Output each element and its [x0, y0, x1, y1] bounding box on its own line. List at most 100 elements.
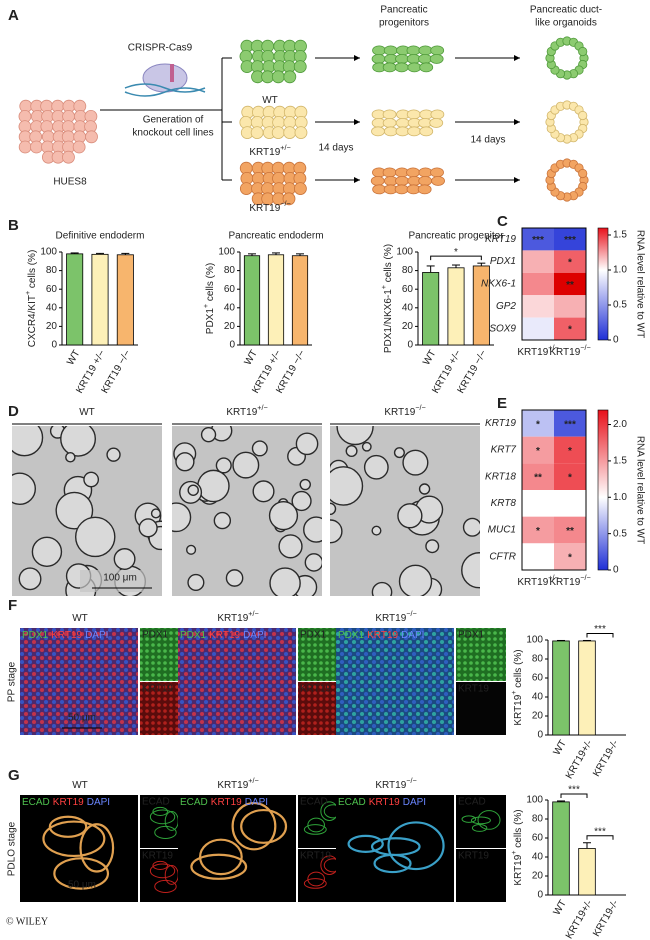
copyright: © WILEY [6, 916, 48, 927]
heat-cell [554, 410, 586, 437]
merge-label-part: DAPI [403, 797, 426, 808]
organoid-lumen [550, 41, 584, 75]
genotype-label-part: WT [262, 95, 278, 106]
bar [578, 640, 596, 736]
cell [283, 126, 297, 140]
channel1-label: PDX1 [458, 630, 485, 641]
merge-label-part: DAPI [85, 630, 108, 641]
image-title: WT [72, 780, 88, 791]
organoid-outline [231, 801, 277, 851]
image-title-part: WT [79, 407, 95, 418]
x-tick-label: KRT19-/- [591, 898, 621, 938]
heat-cell [522, 295, 554, 318]
channel2-label: KRT19 [300, 684, 331, 695]
guide-icon [170, 64, 174, 82]
y-tick-label: 80 [532, 654, 544, 665]
channel2-label: KRT19 [300, 851, 331, 862]
organoid [106, 447, 121, 462]
colorbar-tick-label: 0.5 [613, 300, 627, 311]
row-label: NKX6-1 [481, 279, 516, 290]
days-label: 14 days [318, 143, 353, 154]
y-axis-label: KRT19+ cells (%) [509, 649, 524, 725]
genotype-label: KRT19+/− [249, 143, 290, 158]
column-label-part: +/− [548, 343, 558, 352]
organoid [303, 516, 322, 543]
organoid-outline [154, 879, 177, 894]
organoid [304, 553, 322, 572]
y-tick-label: 100 [526, 795, 543, 806]
y-axis-label-part: CXCR4/KIT [27, 295, 38, 347]
cell [261, 70, 274, 84]
significance-bracket [560, 793, 588, 798]
organoid [12, 472, 37, 505]
panel-label: A [8, 7, 19, 24]
organoid-outline [154, 825, 177, 840]
organoid [252, 480, 275, 503]
cell [406, 45, 421, 56]
y-axis-label-part: + [23, 291, 32, 295]
cell [250, 126, 264, 140]
cell [271, 70, 285, 84]
organoid-outline [461, 815, 477, 823]
genotype-label: KRT19−/− [249, 199, 290, 214]
cell [407, 62, 422, 73]
image-title: KRT19−/− [375, 609, 416, 624]
organoid-lumen [550, 105, 584, 139]
cell-annotation: * [568, 473, 572, 484]
heat-cell [522, 490, 554, 517]
bar [552, 640, 570, 736]
organoid [361, 441, 372, 452]
y-axis-label-part: KRT19 [513, 694, 524, 725]
cell-annotation: ** [534, 473, 542, 484]
image-title-part: KRT19 [217, 613, 248, 624]
organoid [393, 447, 405, 459]
channel1-label: PDX1 [300, 630, 327, 641]
y-tick-label: 20 [532, 871, 544, 882]
cell [383, 126, 398, 137]
y-tick-label: 60 [532, 833, 544, 844]
column-label-part: KRT19 [517, 577, 548, 588]
cell [395, 126, 410, 137]
y-tick-label: 0 [537, 890, 543, 901]
organoid-outline [477, 810, 501, 830]
cell [431, 175, 445, 186]
cell-annotation: * [568, 257, 572, 268]
cell [418, 175, 433, 186]
y-tick-label: 60 [402, 284, 414, 295]
cell [395, 53, 409, 64]
x-tick-label: WT [243, 348, 260, 367]
panel-label: F [8, 597, 17, 614]
cell-annotation: *** [532, 235, 544, 246]
origin-label: HUES8 [53, 177, 87, 188]
genotype-label-part: −/− [280, 199, 290, 208]
organoid [398, 564, 433, 596]
cell [430, 167, 444, 178]
dna-icon [124, 83, 206, 97]
cell [430, 45, 445, 56]
colorbar-tick-label: 1.0 [613, 265, 627, 276]
generation-label: Generation of [143, 115, 204, 126]
image-title-part: −/− [406, 776, 416, 785]
bar [447, 267, 465, 346]
organoid [330, 502, 337, 516]
organoid-outline [240, 808, 288, 844]
image-title-part: KRT19 [375, 780, 406, 791]
image-title-part: KRT19 [375, 613, 406, 624]
cell [394, 62, 409, 73]
cell [419, 126, 434, 137]
organoid [295, 432, 319, 456]
organoid [330, 519, 343, 544]
y-tick-label: 20 [532, 711, 544, 722]
organoid [299, 478, 311, 491]
organoid [232, 451, 260, 479]
image-title-part: KRT19 [226, 407, 257, 418]
y-tick-label: 40 [402, 302, 414, 313]
organoid [371, 525, 382, 536]
row-label: GP2 [496, 301, 516, 312]
cas9-label: CRISPR-Cas9 [128, 43, 193, 54]
organoid-cell [578, 110, 588, 121]
heat-cell [554, 250, 586, 273]
y-tick-label: 20 [46, 321, 58, 332]
chart-title: Definitive endoderm [56, 231, 145, 242]
